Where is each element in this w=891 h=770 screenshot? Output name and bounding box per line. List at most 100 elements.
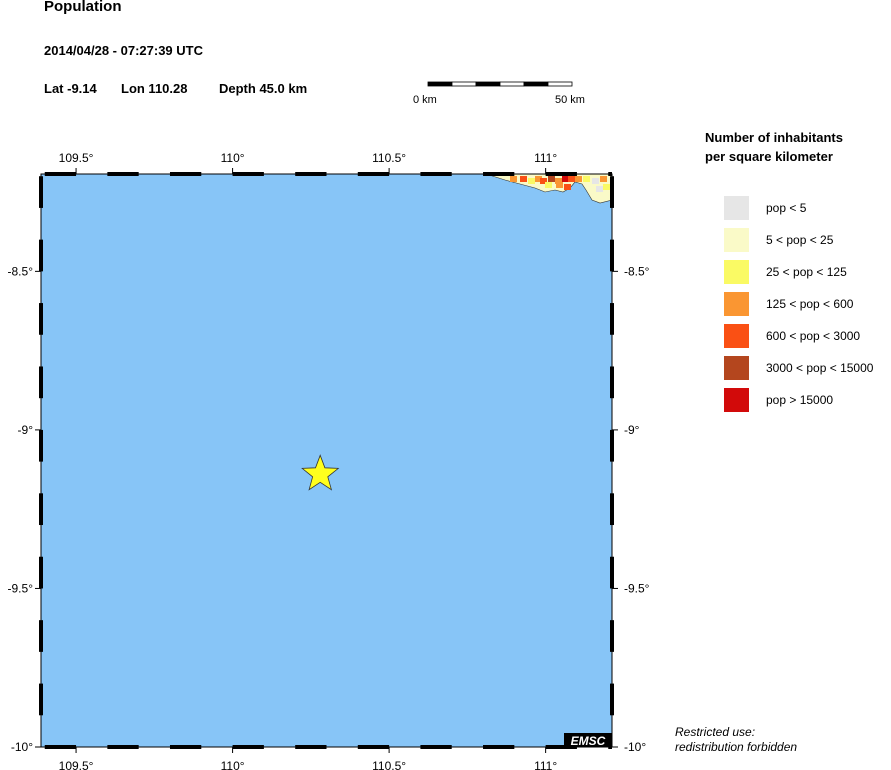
legend-swatch [724,356,749,380]
x-tick-label-top: 109.5° [59,151,94,165]
population-cell [520,176,527,182]
y-tick-label-left: -8.5° [8,264,34,278]
x-tick-label-top: 110° [221,151,245,165]
population-cell [540,178,547,184]
scale-bar-segment [427,81,453,87]
legend-swatch [724,388,749,412]
legend-swatch [724,228,749,252]
emsc-logo [564,733,612,747]
frame-dash [295,172,327,176]
x-tick-label-bottom: 110° [221,759,245,770]
frame-dash [420,745,452,749]
epicenter-star-icon [301,454,340,491]
frame-dash [39,176,43,208]
frame-dash [107,172,139,176]
x-tick-label-bottom: 110.5° [372,759,406,770]
frame-dash [610,556,614,589]
frame-dash [39,556,43,589]
population-cell [603,184,610,190]
frame-dash [44,745,77,749]
legend-label: 3000 < pop < 15000 [766,361,874,375]
frame-dash [483,172,515,176]
frame-dash [44,172,77,176]
frame-dash [232,745,264,749]
population-cell [583,176,590,182]
population-cell [568,176,575,182]
population-cell [575,176,582,182]
population-cell [592,178,599,184]
population-cell [555,178,562,184]
frame-dash [39,239,43,272]
population-cell [548,176,555,182]
frame-dash [39,683,43,716]
population-cell [562,176,569,182]
x-tick-label-top: 111° [534,151,557,165]
frame-dash [295,745,327,749]
scale-bar-segment [451,81,477,87]
y-tick-label-left: -9° [18,423,34,437]
scale-bar-segment [547,81,573,87]
frame-dash [545,172,577,176]
frame-dash [169,745,202,749]
frame-dash [39,366,43,399]
legend-label: pop > 15000 [766,393,834,407]
y-tick-label-right: -8.5° [624,264,650,278]
frame-dash [39,493,43,526]
scale-bar-segment [475,81,501,87]
legend-label: 25 < pop < 125 [766,265,847,279]
frame-dash [357,172,390,176]
frame-dash [608,172,612,176]
legend-item: pop > 15000 [724,388,833,412]
population-cell [510,176,517,182]
y-tick-label-right: -9.5° [624,581,650,595]
frame-dash [610,429,614,462]
event-datetime: 2014/04/28 - 07:27:39 UTC [44,43,203,58]
legend-label: pop < 5 [766,201,807,215]
y-tick-label-left: -9.5° [8,581,34,595]
frame-dash [107,745,139,749]
legend-swatch [724,196,749,220]
frame-dash [610,303,614,335]
population-cell [535,176,542,182]
legend-swatch [724,260,749,284]
y-tick-label-right: -10° [624,740,646,754]
legend-swatch [724,292,749,316]
legend-item: 25 < pop < 125 [724,260,847,284]
page-title: Population [44,0,122,15]
event-lon: Lon 110.28 [121,81,188,96]
legend-title-1: Number of inhabitants [705,130,843,145]
scale-start-label: 0 km [413,94,437,106]
event-lat: Lat -9.14 [44,81,97,96]
x-tick-label-top: 110.5° [372,151,406,165]
legend-item: 600 < pop < 3000 [724,324,860,348]
restriction-line1: Restricted use: [675,725,756,739]
frame-dash [610,239,614,272]
frame-dash [610,493,614,526]
frame-dash [610,620,614,652]
legend-title-2: per square kilometer [705,149,833,164]
frame-dash [39,303,43,335]
x-tick-label-bottom: 109.5° [59,759,94,770]
frame-dash [545,745,577,749]
legend-item: pop < 5 [724,196,806,220]
frame-dash [610,683,614,716]
frame-dash [610,366,614,399]
frame-dash [169,172,202,176]
scale-end-label: 50 km [555,94,585,106]
legend-label: 125 < pop < 600 [766,297,854,311]
legend-swatch [724,324,749,348]
frame-dash [232,172,264,176]
legend-label: 600 < pop < 3000 [766,329,861,343]
frame-dash [610,176,614,208]
restriction-line2: redistribution forbidden [675,740,798,754]
y-tick-label-left: -10° [11,740,33,754]
scale-bar-segment [523,81,549,87]
population-cell [545,182,552,188]
frame-dash [39,429,43,462]
emsc-logo-text: EMSC [571,734,606,748]
legend-label: 5 < pop < 25 [766,233,834,247]
population-cell [556,182,563,188]
legend-item: 125 < pop < 600 [724,292,853,316]
